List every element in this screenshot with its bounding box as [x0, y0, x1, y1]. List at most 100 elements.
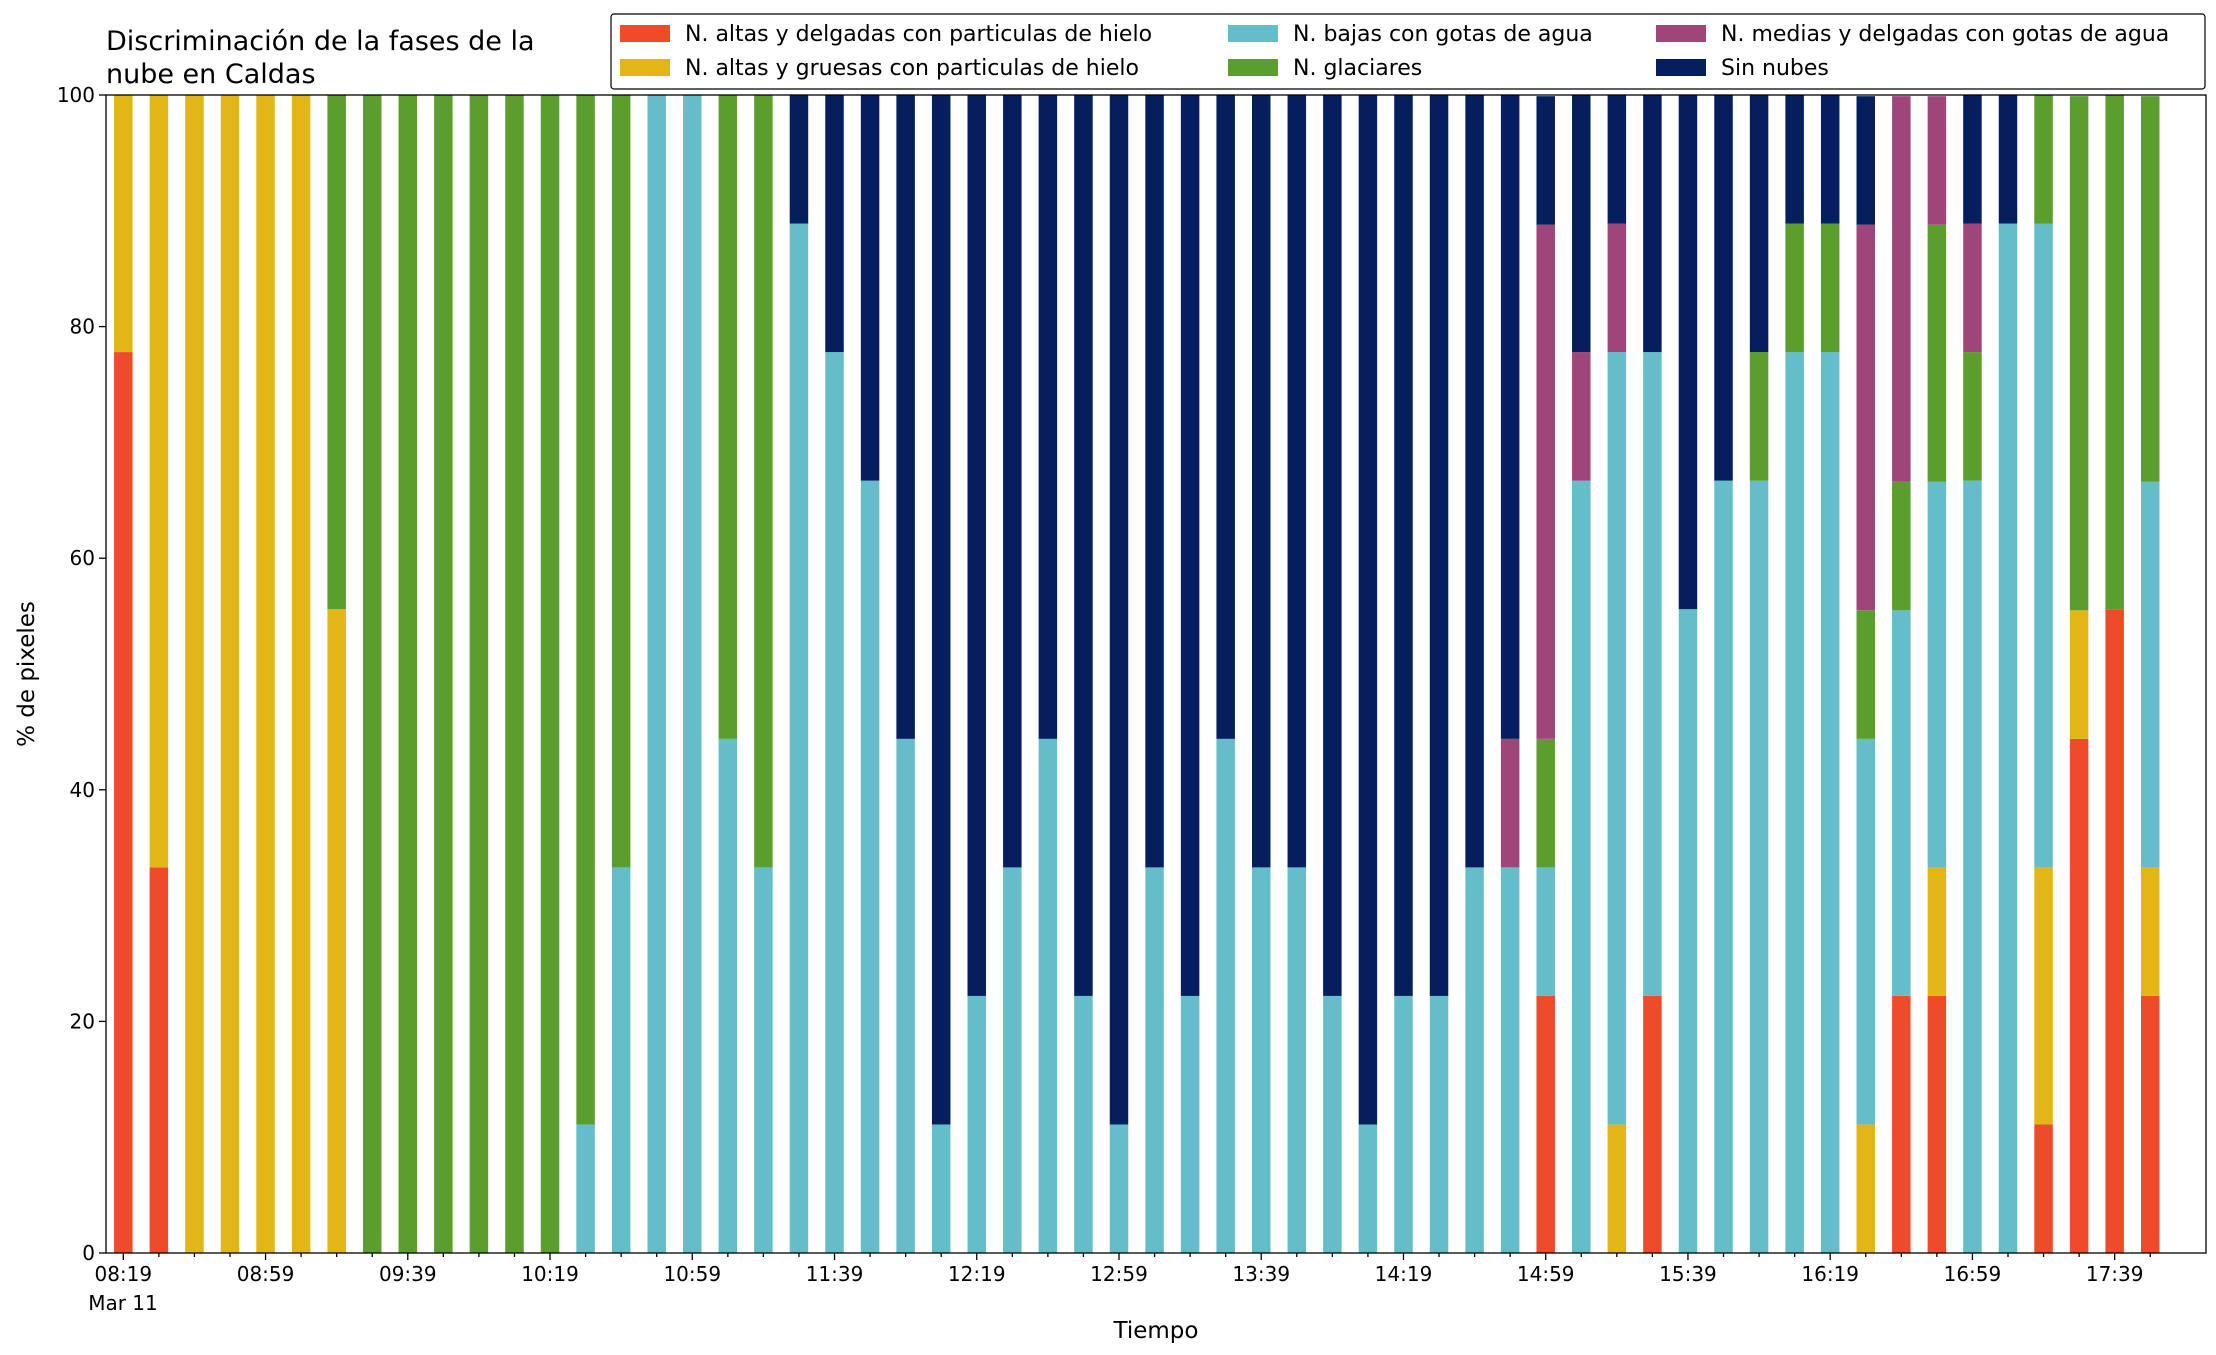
bar-segment [1251, 867, 1271, 1253]
bar-segment [1892, 995, 1911, 1253]
legend-label: N. glaciares [1293, 56, 1422, 81]
bar-segment [1216, 95, 1235, 739]
bar-segment [1536, 224, 1555, 739]
y-tick-label: 80 [70, 315, 95, 339]
bar-segment [1429, 95, 1449, 996]
x-tick-label: 13:39 [1232, 1262, 1290, 1286]
plot-frame [105, 94, 2207, 1254]
bar-segment [1927, 481, 1947, 868]
bar-segment [576, 1124, 595, 1253]
bar-segment [2140, 867, 2160, 996]
bar-segment [2105, 95, 2124, 610]
bar-segment [1856, 96, 1876, 225]
y-axis-label: % de pixeles [14, 601, 40, 747]
bar-segment [1749, 352, 1769, 481]
x-axis-label: Tiempo [1113, 1318, 1199, 1344]
bar-segment [896, 738, 915, 1253]
bar-segment [789, 223, 809, 1254]
bar-segment [1109, 95, 1129, 1125]
bar-segment [149, 867, 169, 1253]
bar-segment [327, 609, 346, 1253]
bar-segment [718, 95, 738, 739]
bar-segment [1500, 738, 1520, 868]
bar-segment [860, 95, 880, 481]
bar-segment [1820, 223, 1840, 353]
legend-swatch [1656, 59, 1706, 76]
bar-segment [1643, 995, 1662, 1253]
bar-segment [1038, 95, 1058, 739]
x-tick-label: 16:19 [1801, 1262, 1859, 1286]
bar-segment [1963, 223, 1982, 353]
x-tick-label: 09:39 [379, 1262, 437, 1286]
x-tick-label: 15:39 [1659, 1262, 1717, 1286]
bar-segment [1145, 867, 1164, 1253]
bar-segment [1145, 95, 1164, 868]
bar-segment [1927, 995, 1947, 1253]
bar-segment [1998, 223, 2018, 1254]
bar-segment [1785, 223, 1804, 353]
bar-segment [860, 480, 880, 1253]
bar-segment [1003, 867, 1022, 1253]
bar-segment [1856, 1124, 1876, 1253]
bar-segment [398, 95, 418, 1253]
x-tick-label: 14:19 [1375, 1262, 1433, 1286]
bar-segment [1607, 95, 1627, 224]
bar-segment [1714, 95, 1733, 481]
bar-segment [1572, 352, 1591, 481]
bar-segment [1963, 95, 1982, 224]
bar-segment [754, 867, 773, 1253]
title-line: Discriminación de la fases de la [106, 26, 535, 57]
y-tick-label: 40 [70, 778, 95, 802]
bar-segment [1074, 995, 1093, 1253]
title-line: nube en Caldas [106, 59, 316, 90]
x-tick-label: 10:59 [663, 1262, 721, 1286]
x-tick-label: 16:59 [1944, 1262, 2002, 1286]
y-tick-label: 100 [57, 83, 95, 107]
bar-segment [2140, 481, 2160, 868]
y-tick-label: 60 [70, 546, 95, 570]
y-tick-label: 20 [70, 1009, 95, 1033]
bar-segment [1856, 224, 1876, 611]
bar-segment [2034, 1124, 2053, 1253]
bar-segment [1892, 96, 1911, 482]
bar-segment [1749, 480, 1769, 1253]
bar-segment [683, 95, 702, 1253]
bar-segment [1323, 95, 1342, 996]
bar-segment [114, 352, 133, 1253]
bar-segment [291, 95, 311, 1253]
legend-label: N. bajas con gotas de agua [1293, 22, 1593, 47]
legend-label: N. altas y delgadas con particulas de hi… [685, 22, 1152, 47]
bar-segment [718, 738, 738, 1253]
bar-segment [1180, 95, 1200, 996]
bar-segment [1465, 95, 1484, 868]
bar-segment [1216, 738, 1235, 1253]
bar-segment [931, 1124, 951, 1253]
bar-segment [1927, 224, 1947, 482]
legend-label: N. altas y gruesas con particulas de hie… [685, 56, 1139, 81]
bar-segment [1607, 1124, 1627, 1253]
bar-segment [1500, 95, 1520, 739]
legend-box [610, 13, 2206, 90]
bar-segment [1963, 352, 1982, 481]
bar-segment [1643, 95, 1662, 353]
bar-segment [1927, 867, 1947, 996]
bar-segment [2140, 995, 2160, 1253]
bar-segment [1536, 995, 1555, 1253]
bar-segment [789, 95, 809, 224]
bar-segment [931, 95, 951, 1125]
bar-segment [2034, 223, 2053, 868]
bar-segment [2069, 610, 2089, 739]
bar-segment [2069, 96, 2089, 611]
bar-segment [1287, 95, 1307, 868]
bar-segment [576, 95, 595, 1125]
bar-segment [1643, 352, 1662, 996]
bar-segment [1429, 995, 1449, 1253]
bar-segment [1963, 480, 1982, 1253]
bar-segment [1536, 738, 1555, 868]
legend-label: N. medias y delgadas con gotas de agua [1721, 22, 2169, 47]
bar-segment [1678, 95, 1698, 610]
bar-segment [505, 95, 524, 1253]
bar-segment [220, 95, 240, 1253]
bar-segment [1074, 95, 1093, 996]
